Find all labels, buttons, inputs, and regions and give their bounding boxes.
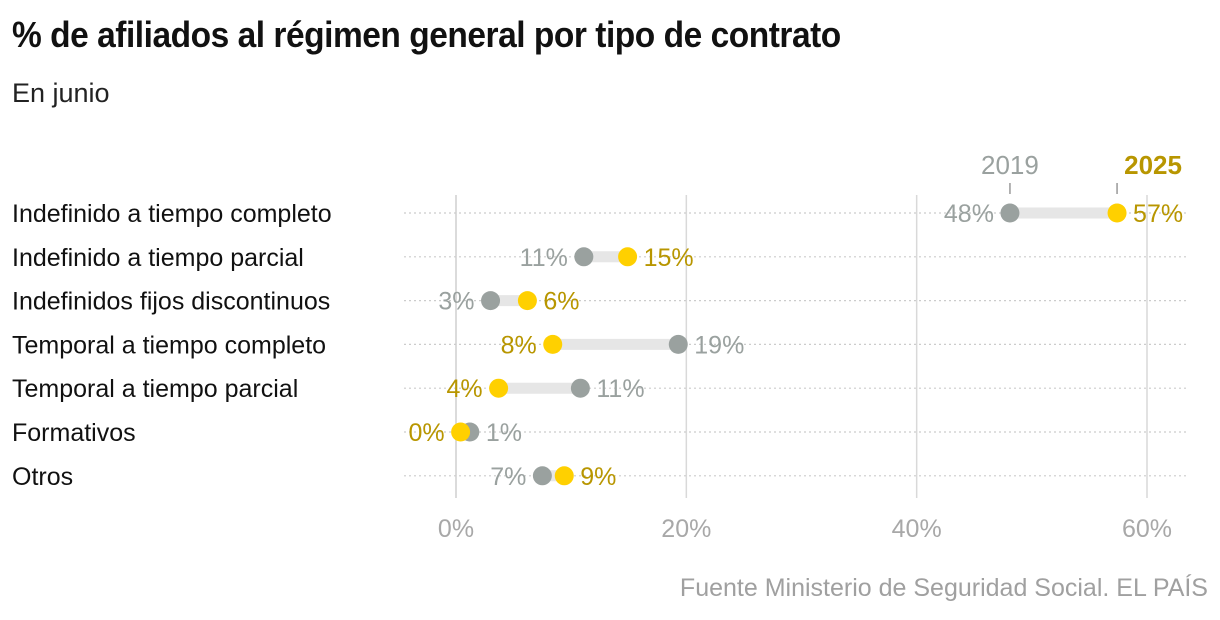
- row: Indefinidos fijos discontinuos 3% 6%: [12, 288, 1188, 316]
- rows: Indefinido a tiempo completo 48% 57%Indefi…: [12, 200, 1188, 491]
- dot-2019: [574, 247, 594, 267]
- legend-2019: 2019: [981, 150, 1039, 180]
- dot-2019: [570, 378, 590, 398]
- row: Otros 7% 9%: [12, 463, 1188, 491]
- dot-2025: [451, 422, 471, 442]
- dot-2025: [554, 466, 574, 486]
- legend-2025: 2025: [1124, 150, 1182, 180]
- category-label: Indefinidos fijos discontinuos: [12, 288, 330, 316]
- row: Temporal a tiempo parcial 4% 11%: [12, 375, 1188, 403]
- category-label: Indefinido a tiempo parcial: [12, 244, 304, 272]
- row: Indefinido a tiempo parcial 11% 15%: [12, 244, 1188, 272]
- value-label-2025: 15%: [644, 244, 694, 272]
- source-note: Fuente Ministerio de Seguridad Social. E…: [679, 574, 1208, 602]
- chart-title: % de afiliados al régimen general por ti…: [12, 14, 841, 55]
- x-tick-label: 60%: [1122, 515, 1172, 543]
- category-label: Otros: [12, 463, 73, 491]
- chart-subtitle: En junio: [12, 78, 110, 108]
- dot-2019: [1000, 203, 1020, 223]
- value-label-2025: 6%: [543, 288, 579, 316]
- legend: 2019 2025: [981, 150, 1182, 194]
- dot-2019: [532, 466, 552, 486]
- x-axis-ticks: 0% 20% 40% 60%: [438, 515, 1172, 543]
- dot-2019: [481, 291, 501, 311]
- value-label-2025: 57%: [1133, 200, 1183, 228]
- value-label-2025: 9%: [580, 463, 616, 491]
- dot-2025: [489, 378, 509, 398]
- dot-2019: [668, 334, 688, 354]
- x-tick-label: 0%: [438, 515, 474, 543]
- value-label-2025: 8%: [501, 331, 537, 359]
- row: Indefinido a tiempo completo 48% 57%: [12, 200, 1188, 228]
- value-label-2019: 11%: [596, 375, 644, 403]
- row: Temporal a tiempo completo 8% 19%: [12, 331, 1188, 359]
- category-label: Formativos: [12, 419, 136, 447]
- value-label-2019: 7%: [490, 463, 526, 491]
- dot-2025: [517, 291, 537, 311]
- x-tick-label: 20%: [661, 515, 711, 543]
- row: Formativos 0% 1%: [12, 419, 1188, 447]
- x-tick-label: 40%: [892, 515, 942, 543]
- value-label-2019: 3%: [438, 288, 474, 316]
- value-label-2025: 0%: [408, 419, 444, 447]
- value-label-2019: 19%: [694, 331, 744, 359]
- value-label-2025: 4%: [446, 375, 482, 403]
- category-label: Temporal a tiempo completo: [12, 331, 326, 359]
- dot-2025: [543, 334, 563, 354]
- dot-2025: [618, 247, 638, 267]
- value-label-2019: 11%: [520, 244, 568, 272]
- grid-lines: [455, 195, 1148, 498]
- value-label-2019: 1%: [486, 419, 522, 447]
- value-label-2019: 48%: [944, 200, 994, 228]
- dot-2025: [1107, 203, 1127, 223]
- category-label: Temporal a tiempo parcial: [12, 375, 298, 403]
- category-label: Indefinido a tiempo completo: [12, 200, 332, 228]
